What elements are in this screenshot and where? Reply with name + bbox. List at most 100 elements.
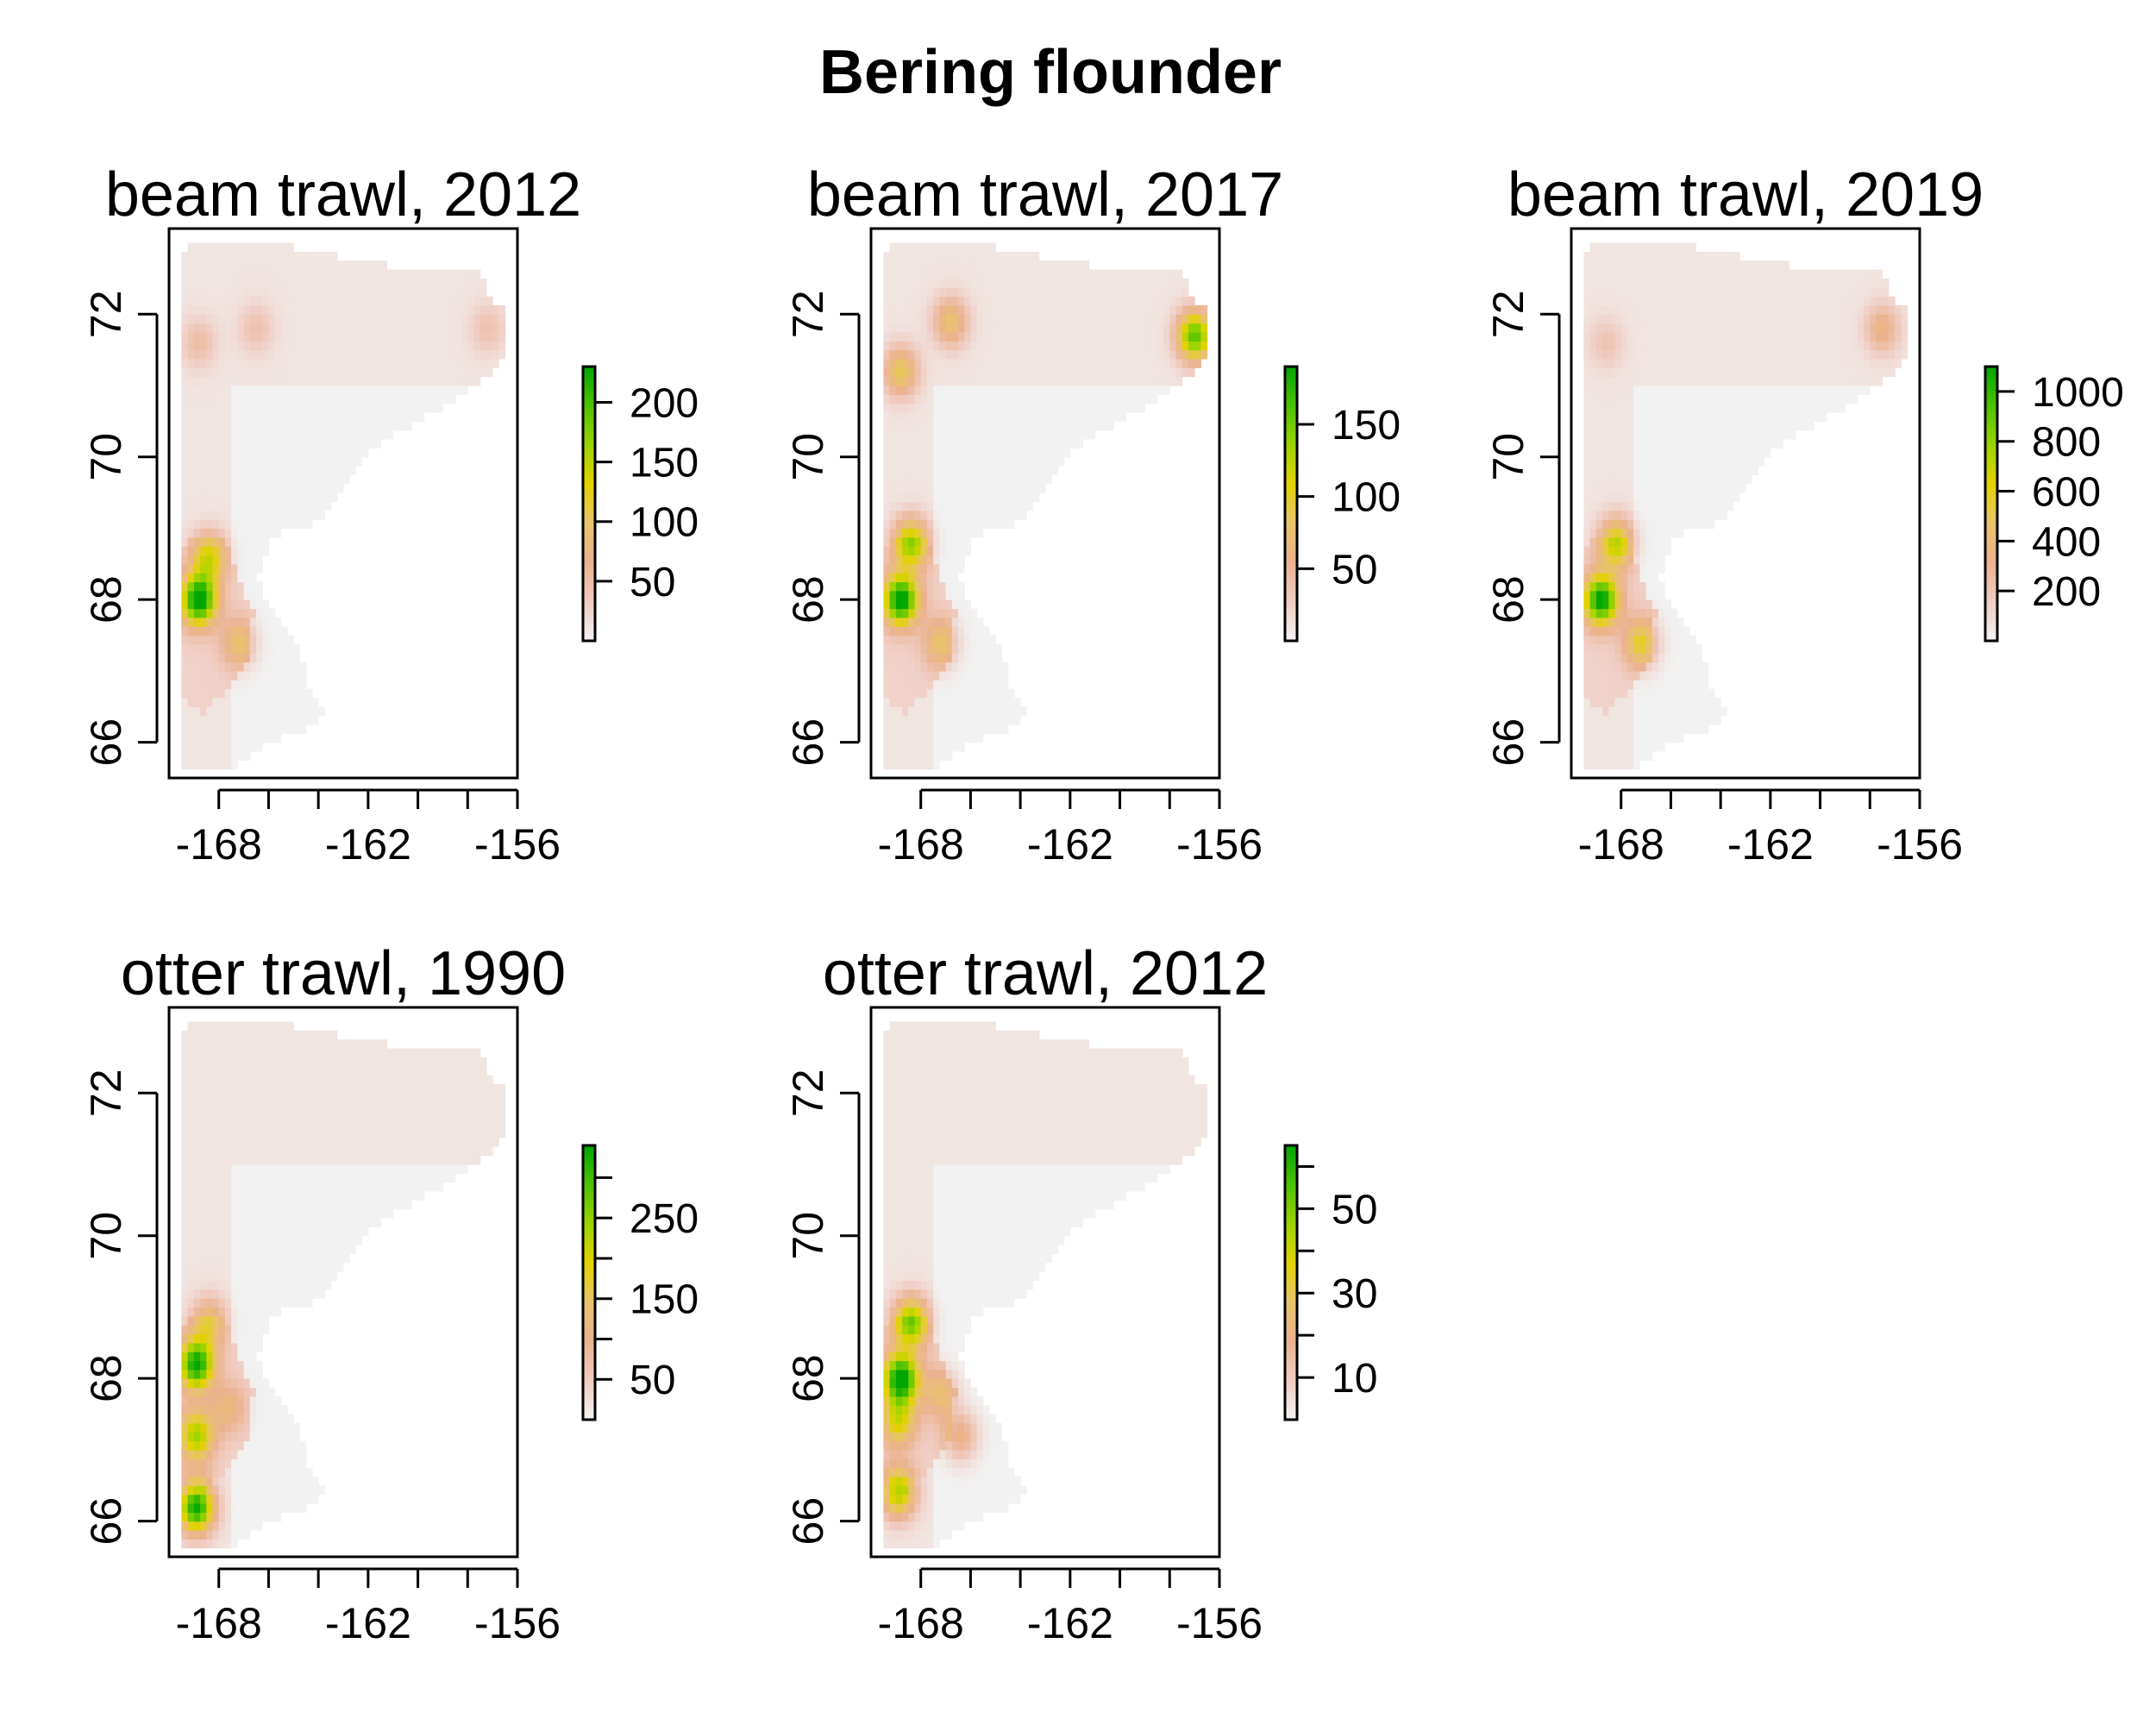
heat-cell <box>970 706 978 717</box>
heat-cell <box>218 296 226 306</box>
heat-cell <box>1851 314 1858 324</box>
heat-cell <box>1639 492 1647 502</box>
heat-cell <box>430 278 437 288</box>
heat-cell <box>1057 287 1065 298</box>
heat-cell <box>1727 376 1734 386</box>
heat-cell <box>1051 359 1058 368</box>
heat-cell <box>448 359 456 368</box>
heat-cell <box>995 715 1003 725</box>
heat-cell <box>305 715 313 725</box>
heat-cell <box>1595 688 1603 699</box>
heat-cell <box>939 439 947 448</box>
heat-cell <box>995 314 1003 324</box>
heat-cell <box>1119 332 1127 342</box>
heat-cell <box>293 323 301 333</box>
heat-cell <box>479 359 487 368</box>
heat-cell <box>305 359 313 368</box>
heat-cell <box>305 403 313 413</box>
heat-cell <box>1651 510 1659 520</box>
heat-cell <box>1708 715 1715 725</box>
heat-cell <box>1720 456 1727 467</box>
heat-cell <box>1645 733 1653 743</box>
heat-cell <box>224 688 232 699</box>
heat-cell <box>1589 617 1597 627</box>
heat-cell <box>989 376 996 386</box>
heat-cell <box>318 332 325 342</box>
heat-cell <box>1801 412 1808 422</box>
heat-cell <box>1608 287 1616 298</box>
heat-cell <box>218 359 226 368</box>
heat-cell <box>951 733 959 743</box>
heat-cell <box>1658 412 1665 422</box>
heat-cell <box>914 367 922 378</box>
heat-cell <box>206 341 214 351</box>
heat-cell <box>1870 367 1877 378</box>
heat-cell <box>1169 341 1177 351</box>
heat-cell <box>1764 314 1771 324</box>
heat-cell <box>280 635 288 645</box>
heat-cell <box>995 260 1003 271</box>
heat-cell <box>976 501 984 511</box>
heat-cell <box>311 439 319 448</box>
heat-cell <box>1181 349 1189 360</box>
heat-cell <box>1107 386 1114 395</box>
heat-cell <box>231 359 238 368</box>
heat-cell <box>1645 751 1653 761</box>
heat-cell <box>902 536 909 547</box>
heat-cell <box>1626 349 1634 360</box>
heat-cell <box>1758 403 1765 413</box>
heat-cell <box>231 680 238 690</box>
heat-cell <box>902 653 909 663</box>
heat-cell <box>1683 349 1690 360</box>
heat-cell <box>262 403 269 413</box>
heat-cell <box>1695 448 1703 458</box>
heat-cell <box>1633 314 1640 324</box>
heat-cell <box>1739 349 1746 360</box>
heat-cell <box>1069 323 1077 333</box>
heat-cell <box>1007 260 1015 271</box>
heat-cell <box>1150 323 1158 333</box>
heat-cell <box>933 590 940 600</box>
heat-cell <box>1733 456 1740 467</box>
heat-cell <box>964 599 971 610</box>
heat-cell <box>1013 483 1021 493</box>
heat-cell <box>1175 341 1183 351</box>
heat-cell <box>1583 332 1591 342</box>
heat-cell <box>889 626 897 637</box>
heat-cell <box>1720 483 1727 493</box>
y-tick-label: 72 <box>82 290 130 338</box>
heat-cell <box>1645 662 1653 672</box>
heat-cell <box>1626 483 1634 493</box>
heat-cell <box>1595 349 1603 360</box>
heat-cell <box>392 304 400 315</box>
heat-cell <box>1113 296 1121 306</box>
heat-cell <box>330 349 338 360</box>
heat-cell <box>1088 376 1096 386</box>
heat-cell <box>908 269 916 279</box>
heat-cell <box>1583 724 1591 734</box>
heat-cell <box>1001 662 1009 672</box>
heat-cell <box>380 394 388 405</box>
heat-cell <box>1808 403 1814 413</box>
heat-cell <box>349 376 356 386</box>
heat-cell <box>1651 688 1659 699</box>
heat-cell <box>1689 376 1696 386</box>
heat-cell <box>970 439 978 448</box>
heat-cell <box>982 287 990 298</box>
heat-cell <box>1589 581 1597 592</box>
heat-cell <box>187 670 195 681</box>
heat-cell <box>299 367 307 378</box>
heat-cell <box>989 421 996 431</box>
heat-cell <box>982 314 990 324</box>
heat-cell <box>989 688 996 699</box>
heat-cell <box>1833 386 1839 395</box>
heat-cell <box>461 304 468 315</box>
heat-cell <box>1032 314 1040 324</box>
heat-cell <box>237 359 245 368</box>
heat-cell <box>1583 680 1591 690</box>
heat-cell <box>1181 367 1189 378</box>
heat-cell <box>1088 386 1096 395</box>
heat-cell <box>1764 394 1771 405</box>
heat-cell <box>1670 314 1678 324</box>
heat-cell <box>1583 341 1591 351</box>
